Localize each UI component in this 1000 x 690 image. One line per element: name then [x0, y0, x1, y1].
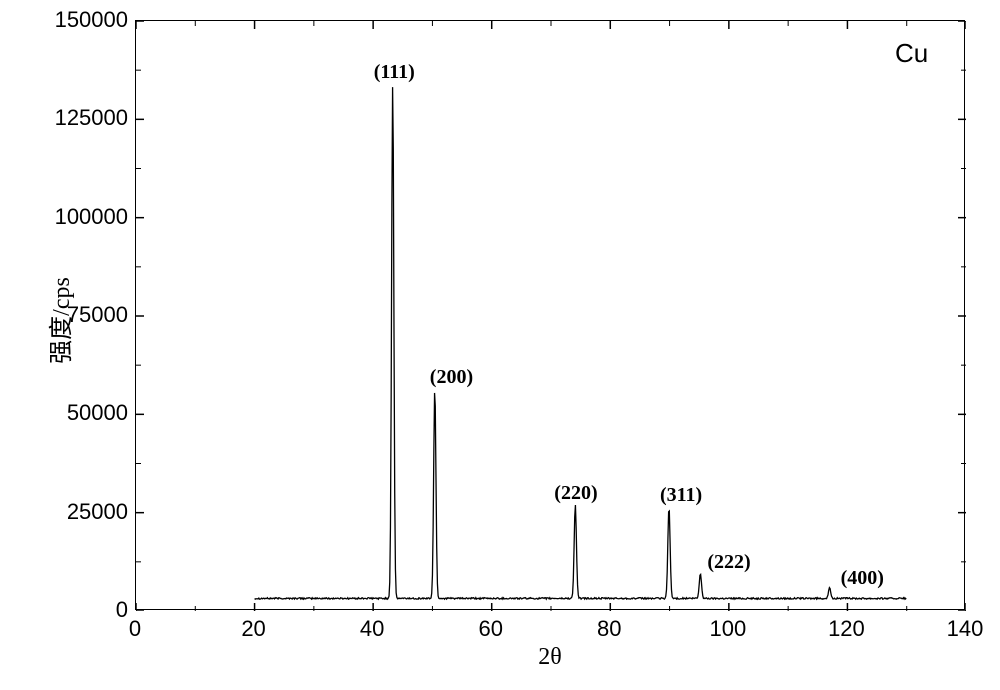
peak-label: (111): [374, 61, 415, 84]
x-tick-label: 40: [347, 616, 397, 642]
x-tick-label: 100: [703, 616, 753, 642]
xrd-line-svg: [136, 21, 966, 611]
y-tick-label: 50000: [40, 400, 128, 426]
xrd-chart: 强度/cps 2θ Cu 020406080100120140025000500…: [0, 0, 1000, 690]
material-label: Cu: [895, 38, 928, 69]
peak-label: (200): [430, 366, 473, 389]
peak-label: (400): [841, 567, 884, 590]
y-tick-label: 25000: [40, 499, 128, 525]
x-tick-label: 120: [821, 616, 871, 642]
x-axis-label: 2θ: [520, 644, 580, 671]
x-tick-label: 140: [940, 616, 990, 642]
y-tick-label: 0: [40, 597, 128, 623]
x-tick-label: 80: [584, 616, 634, 642]
plot-area: [135, 20, 965, 610]
x-tick-label: 60: [466, 616, 516, 642]
y-tick-label: 75000: [40, 302, 128, 328]
x-tick-label: 20: [229, 616, 279, 642]
y-tick-label: 100000: [40, 204, 128, 230]
peak-label: (220): [554, 482, 597, 505]
peak-label: (222): [707, 551, 750, 574]
y-tick-label: 150000: [40, 7, 128, 33]
peak-label: (311): [660, 484, 702, 507]
y-tick-label: 125000: [40, 105, 128, 131]
